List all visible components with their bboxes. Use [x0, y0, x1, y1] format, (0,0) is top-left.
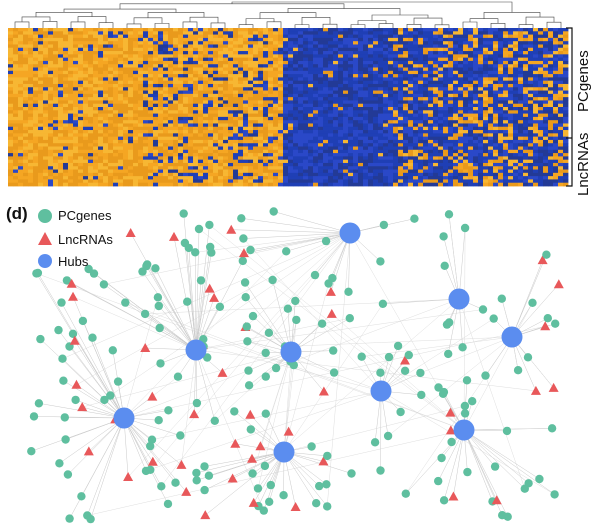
network-legend — [38, 209, 52, 268]
legend-label-lncrnas: LncRNAs — [58, 232, 113, 247]
row-group-bracket — [566, 27, 573, 187]
row-group-label-pcgenes: PCgenes — [575, 50, 592, 112]
panel-label: (d) — [6, 204, 28, 223]
network-nodes — [27, 207, 564, 524]
legend-label-hubs: Hubs — [58, 254, 89, 269]
row-group-label-lncrnas: LncRNAs — [575, 132, 592, 196]
column-dendrogram — [14, 1, 562, 28]
legend-label-pcgenes: PCgenes — [58, 208, 112, 223]
heatmap — [8, 28, 569, 187]
